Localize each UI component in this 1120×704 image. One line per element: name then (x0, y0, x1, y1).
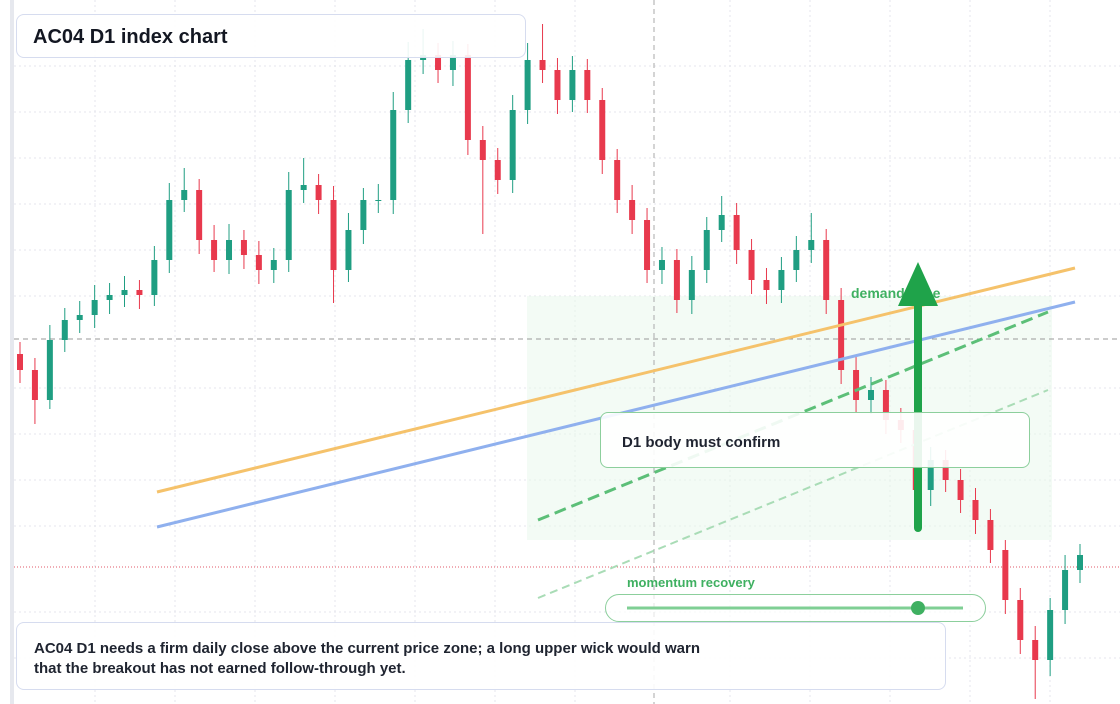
note-box: AC04 D1 needs a firm daily close above t… (16, 622, 946, 690)
arrow-head (898, 262, 938, 306)
candles (17, 24, 1083, 699)
candle-body (196, 190, 203, 240)
candle-body (226, 240, 233, 260)
note-line: that the breakout has not earned follow-… (34, 660, 406, 677)
candle-body (1047, 610, 1054, 660)
candle-body (853, 370, 860, 400)
candle-body (629, 200, 636, 220)
candle-body (449, 55, 456, 70)
annotation-text: D1 body must confirm (622, 434, 781, 451)
candle-body (838, 300, 845, 370)
candle-body (644, 220, 651, 270)
annotation-box: D1 body must confirm (600, 412, 1030, 468)
candle-body (748, 250, 755, 280)
title-box: AC04 D1 index chart (16, 14, 526, 58)
candle-body (1017, 600, 1024, 640)
slider-knob[interactable] (911, 601, 925, 615)
candle-body (390, 110, 397, 200)
candle-body (867, 390, 874, 400)
note-line: AC04 D1 needs a firm daily close above t… (34, 640, 701, 657)
candle-body (166, 200, 173, 260)
left-edge (10, 0, 14, 704)
candle-body (479, 140, 486, 160)
candle-body (211, 240, 218, 260)
momentum-slider[interactable] (605, 594, 986, 622)
candle-body (673, 260, 680, 300)
candle-body (1002, 550, 1009, 600)
candle-body (494, 160, 501, 180)
candle-body (106, 295, 113, 300)
candle-body (435, 55, 442, 70)
candle-body (733, 215, 740, 250)
candle-body (793, 250, 800, 270)
candle-body (614, 160, 621, 200)
candle-body (882, 390, 889, 420)
candle-body (778, 270, 785, 290)
candle-body (554, 70, 561, 100)
candle-body (255, 255, 262, 270)
candle-body (345, 230, 352, 270)
candle-body (405, 60, 412, 110)
candle-body (509, 110, 516, 180)
candle-body (46, 340, 53, 400)
candle-body (17, 354, 23, 370)
chart-title: AC04 D1 index chart (33, 26, 228, 48)
candle-body (584, 70, 591, 100)
candle-body (808, 240, 815, 250)
candle-body (927, 460, 934, 490)
candle-body (987, 520, 994, 550)
candle-body (464, 55, 471, 140)
candle-body (942, 460, 949, 480)
candle-body (524, 60, 531, 110)
slider-track (627, 601, 963, 615)
candle-body (972, 500, 979, 520)
candle-body (539, 60, 546, 70)
momentum-label: momentum recovery (627, 575, 756, 590)
candle-body (285, 190, 292, 260)
candle-body (121, 290, 128, 295)
candle-body (330, 200, 337, 270)
candle-body (688, 270, 695, 300)
candle-body (823, 240, 830, 300)
candle-body (703, 230, 710, 270)
candle-body (76, 315, 83, 320)
candle-body (31, 370, 38, 400)
candle-body (569, 70, 576, 100)
candle-body (718, 215, 725, 230)
candle-body (61, 320, 68, 340)
candle-body (300, 185, 307, 190)
candle-body (599, 100, 606, 160)
candle-body (181, 190, 188, 200)
candle-body (91, 300, 98, 315)
candle-body (315, 185, 322, 200)
candle-body (151, 260, 158, 295)
candle-body (136, 290, 143, 295)
candle-body (1077, 555, 1083, 570)
candle-body (1062, 570, 1069, 610)
candle-body (1032, 640, 1039, 660)
candle-body (240, 240, 247, 255)
candle-body (360, 200, 367, 230)
candle-body (957, 480, 964, 500)
candle-body (763, 280, 770, 290)
candle-body (658, 260, 665, 270)
candle-body (270, 260, 277, 270)
candle-body (375, 200, 382, 201)
